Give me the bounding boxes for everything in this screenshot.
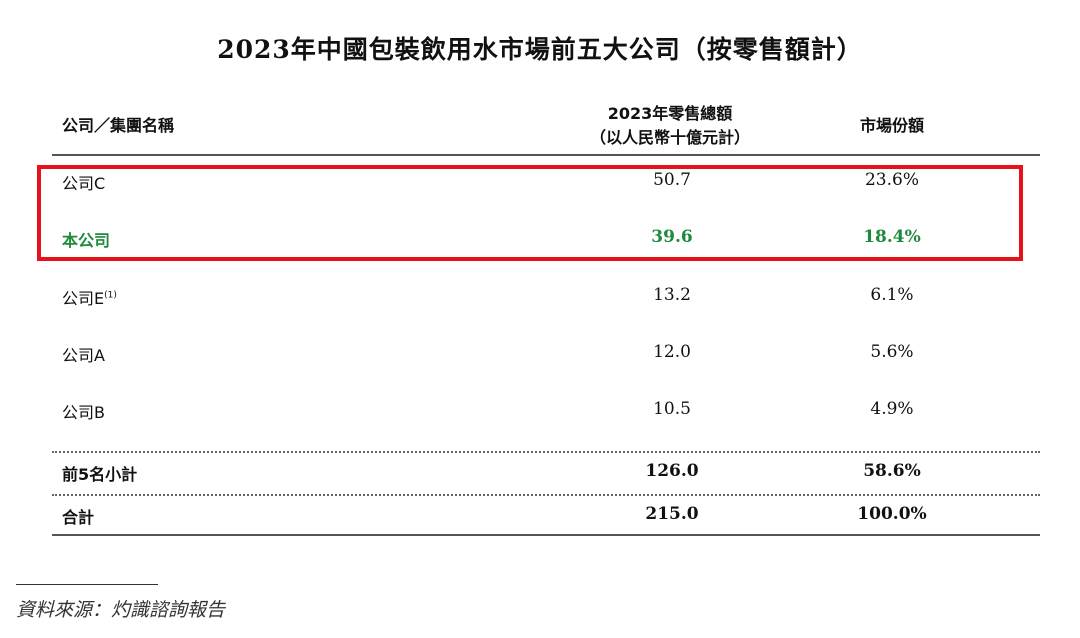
header-rule — [52, 154, 1040, 156]
sales-value: 12.0 — [653, 342, 691, 362]
source-note: 資料來源：灼識諮詢報告 — [16, 599, 226, 621]
header-sales-line1: 2023年零售總額 — [607, 104, 733, 123]
bottom-rule — [52, 534, 1040, 536]
table-row: 公司C 50.7 23.6% — [52, 170, 1040, 194]
share-value: 4.9% — [870, 399, 914, 419]
company-name: 公司B — [62, 403, 105, 422]
header-share: 市場份額 — [859, 116, 924, 135]
table-row: 公司B 10.5 4.9% — [52, 399, 1040, 423]
sales-value: 50.7 — [653, 170, 691, 190]
sales-value: 10.5 — [653, 399, 691, 419]
table-row: 公司A 12.0 5.6% — [52, 342, 1040, 366]
sales-value: 13.2 — [653, 285, 691, 305]
share-value: 6.1% — [870, 285, 914, 305]
subtotal-sales: 126.0 — [645, 461, 699, 481]
header-company: 公司／集團名稱 — [62, 116, 175, 135]
subtotal-row: 前5名小計 126.0 58.6% — [52, 461, 1040, 485]
highlight-box — [37, 165, 1023, 261]
table-row: 公司E(1) 13.2 6.1% — [52, 285, 1040, 309]
company-name: 本公司 — [62, 231, 111, 250]
company-label: 公司E — [62, 289, 105, 308]
total-row: 合計 215.0 100.0% — [52, 504, 1040, 528]
share-value: 23.6% — [864, 170, 919, 190]
sales-value: 39.6 — [651, 227, 693, 247]
table-title: 2023年中國包裝飲用水市場前五大公司（按零售額計） — [217, 35, 863, 64]
footnote-marker: (1) — [104, 290, 117, 301]
share-value: 5.6% — [870, 342, 914, 362]
table-row-company: 本公司 39.6 18.4% — [52, 227, 1040, 251]
company-name: 公司A — [62, 346, 105, 365]
total-sales: 215.0 — [645, 504, 699, 524]
dotted-rule — [52, 451, 1040, 453]
subtotal-share: 58.6% — [863, 461, 921, 481]
subtotal-label: 前5名小計 — [62, 465, 138, 484]
share-value: 18.4% — [863, 227, 921, 247]
footnote-divider — [16, 584, 158, 585]
total-share: 100.0% — [857, 504, 927, 524]
total-label: 合計 — [62, 508, 95, 527]
header-sales-line2: （以人民幣十億元計） — [589, 128, 750, 147]
company-name: 公司C — [62, 174, 106, 193]
dotted-rule — [52, 494, 1040, 496]
company-name: 公司E(1) — [62, 285, 117, 309]
